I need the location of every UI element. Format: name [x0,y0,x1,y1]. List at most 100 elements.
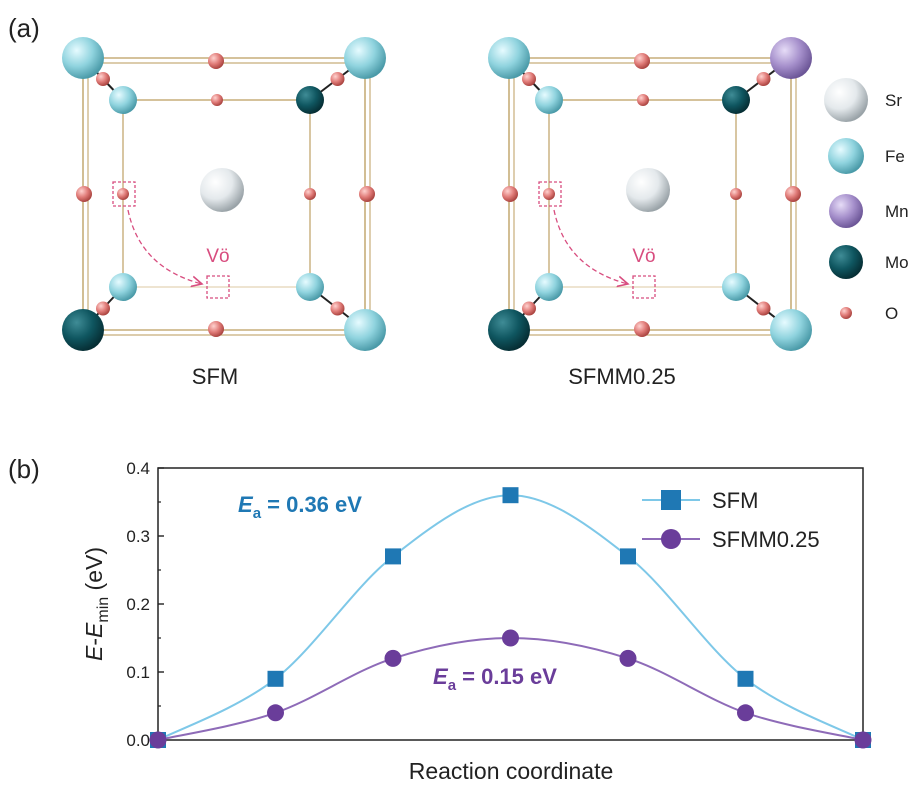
o-atom [96,301,110,316]
y-tick-label: 0.2 [126,595,150,614]
fe-atom [344,37,386,79]
legend-label: Mn [885,202,909,221]
o-atom [730,188,742,200]
sr-legend-atom [824,78,868,122]
data-point-sfm [385,548,401,565]
y-axis: 0.0 0.1 0.2 0.3 0.4 [126,459,164,750]
o-atom [330,301,345,316]
y-tick-label: 0.0 [126,731,150,750]
fe-atom [62,37,104,79]
vacancy-origin-box [112,181,136,207]
o-atom [785,186,801,202]
vacancy-arrow [553,209,628,284]
legend-marker-sfm [661,490,681,510]
y-axis-title-sep: - [81,638,107,646]
o-atom [330,72,345,86]
data-point-sfm [267,670,284,687]
series-line-sfmm0.25 [157,636,864,741]
annotation-ea-sfmm: Ea = 0.15 eV [433,664,557,694]
legend-item-fe: Fe [828,138,905,174]
fe-atom [722,273,750,301]
structure-label-sfmm: SFMM0.25 [568,364,676,389]
fe-atom [344,309,386,351]
crystal-structure-sfm: Vö [62,37,386,351]
y-tick-label: 0.3 [126,527,150,546]
annotation-ea-sfm-sub: a [253,505,262,522]
data-point-sfmm0.25 [502,629,519,647]
o-atom [117,188,129,200]
mn-legend-atom [829,194,863,228]
panel-a: (a) Vö Vö SFM SFMM0.25 Sr Fe Mn Mo O [8,13,909,389]
series-markers [149,487,872,749]
legend-label-sfm: SFM [712,488,758,513]
legend-label: Fe [885,147,905,166]
fe-atom [109,273,137,301]
annotation-ea-sfmm-var: E [433,664,449,689]
y-tick-label: 0.1 [126,663,150,682]
vacancy-target-box [632,275,656,299]
crystal-structure-sfmm: Vö [488,37,812,351]
fe-atom [535,273,563,301]
y-axis-title: E-Emin (eV) [81,547,112,661]
data-point-sfm [620,548,636,565]
fe-atom [488,37,530,79]
x-axis-title: Reaction coordinate [409,758,614,784]
panel-b-label: (b) [8,454,40,484]
fe-atom [109,86,137,114]
o-atom [76,186,92,202]
chart-legend: SFM SFMM0.25 [642,488,820,552]
o-atom [756,72,771,86]
atoms [488,37,812,351]
mo-legend-atom [829,245,863,279]
sr-atom [626,168,670,212]
legend-label: O [885,304,898,323]
legend-label: Mo [885,253,909,272]
data-point-sfmm0.25 [619,649,637,667]
o-atom [96,72,110,86]
o-atom [756,301,771,316]
fe-legend-atom [828,138,864,174]
legend-item-mn: Mn [829,194,909,228]
mo-atom [62,309,104,351]
legend-label-sfmm: SFMM0.25 [712,527,820,552]
o-atom [359,186,375,202]
annotation-ea-sfm-text: = 0.36 eV [261,492,362,517]
sr-atom [200,168,244,212]
panel-b: (b) 0.00.10.20.30.4 Reaction coordinate … [8,454,872,784]
o-legend-atom [840,307,852,319]
y-axis-title-unit: (eV) [81,547,107,597]
vacancy-label: Vö [206,246,229,267]
data-point-sfmm0.25 [149,731,167,749]
o-atom [211,94,223,106]
vacancy-label: Vö [632,246,655,267]
data-point-sfmm0.25 [267,704,284,722]
data-point-sfm [502,487,519,504]
atom-legend: Sr Fe Mn Mo O [824,78,909,323]
vacancy-target-box [206,275,230,299]
data-point-sfmm0.25 [384,649,402,667]
y-axis-title-e: E [81,645,107,661]
annotation-ea-sfmm-sub: a [448,677,457,694]
o-atom [304,188,316,200]
o-atom [208,321,224,337]
annotation-ea-sfm: Ea = 0.36 eV [238,492,362,522]
y-axis-title-e2: E [81,622,107,638]
vacancy-arrow [127,209,202,284]
y-axis-title-sub: min [95,597,112,623]
mn-atom [770,37,812,79]
legend-item-o: O [840,304,898,323]
mo-atom [722,86,750,114]
mo-atom [296,86,324,114]
fe-atom [770,309,812,351]
o-atom [522,72,536,86]
o-atom [637,94,649,106]
o-atom [634,321,650,337]
legend-label: Sr [885,91,902,110]
mo-atom [488,309,530,351]
fe-atom [296,273,324,301]
o-atom [634,53,650,69]
legend-item-mo: Mo [829,245,909,279]
atoms [62,37,386,351]
annotation-ea-sfm-var: E [238,492,254,517]
